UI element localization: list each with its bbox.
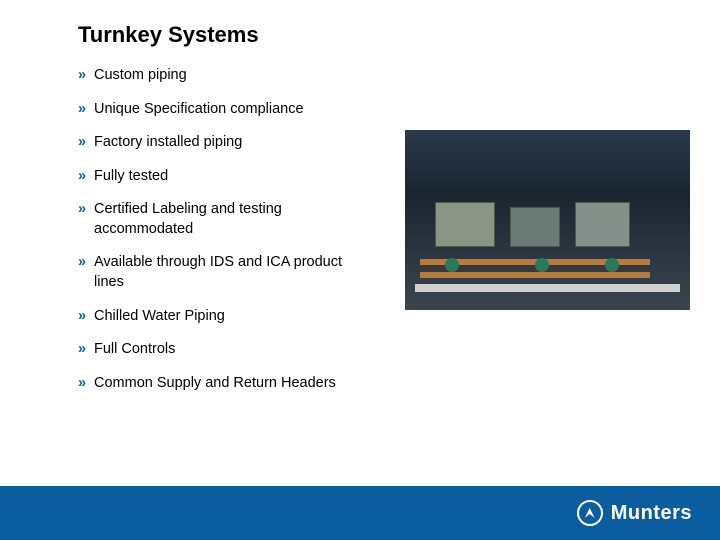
- equipment-photo: [405, 130, 690, 310]
- brand-name: Munters: [611, 502, 692, 525]
- list-item: Common Supply and Return Headers: [78, 374, 368, 394]
- list-item: Certified Labeling and testing accommoda…: [78, 200, 368, 239]
- logo-icon: [577, 500, 603, 526]
- list-item: Custom piping: [78, 66, 368, 86]
- footer-bar: Munters: [0, 486, 720, 540]
- list-item: Available through IDS and ICA product li…: [78, 253, 368, 292]
- bullet-list: Custom piping Unique Specification compl…: [78, 66, 368, 393]
- list-item: Unique Specification compliance: [78, 100, 368, 120]
- list-item: Chilled Water Piping: [78, 307, 368, 327]
- list-item: Fully tested: [78, 167, 368, 187]
- list-item: Factory installed piping: [78, 133, 368, 153]
- list-item: Full Controls: [78, 340, 368, 360]
- brand-logo: Munters: [577, 500, 692, 526]
- page-title: Turnkey Systems: [78, 22, 720, 48]
- slide: Turnkey Systems Custom piping Unique Spe…: [0, 0, 720, 540]
